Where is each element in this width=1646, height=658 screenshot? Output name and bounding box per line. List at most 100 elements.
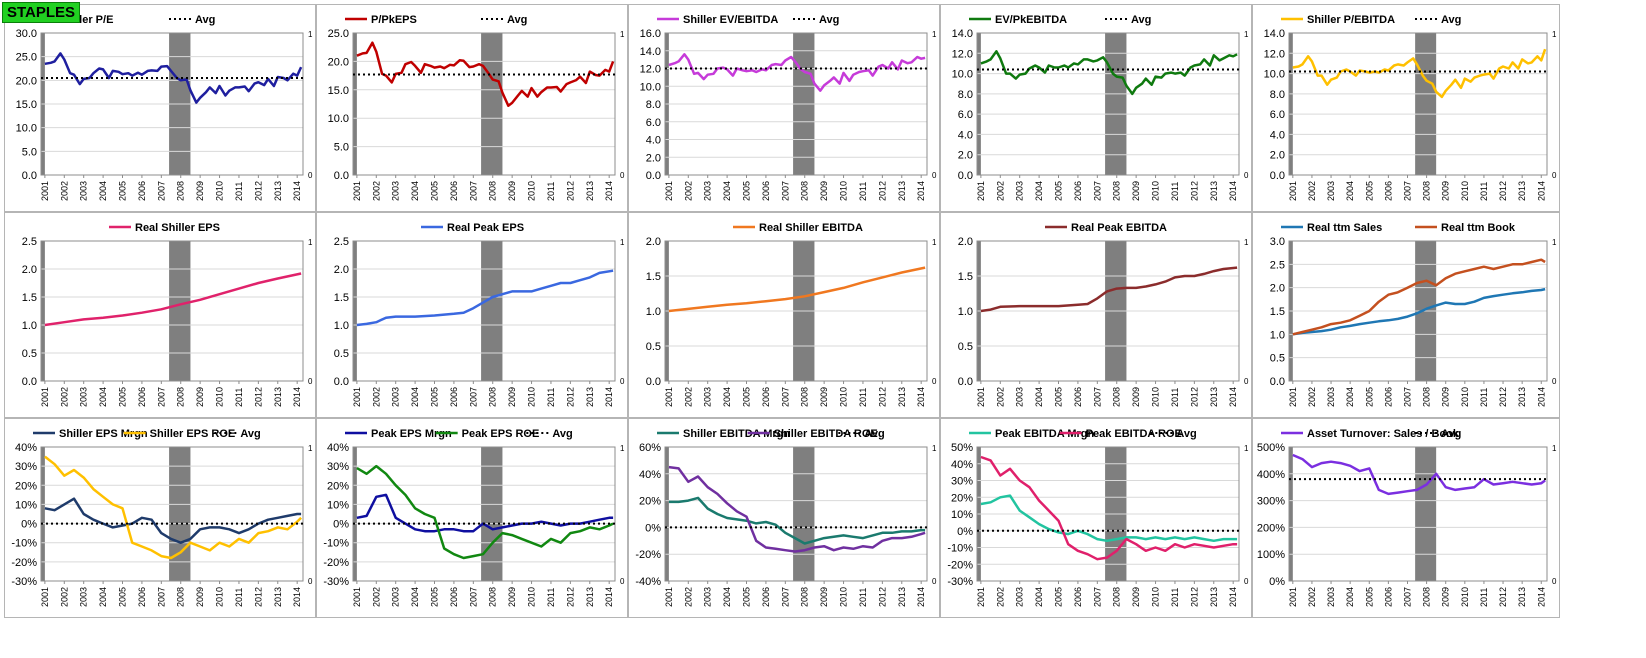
x-tick-label: 2002 — [59, 387, 69, 407]
x-tick-label: 2011 — [1170, 182, 1180, 201]
y-tick-label: -20% — [947, 559, 973, 571]
x-tick-label: 2004 — [722, 181, 732, 201]
x-tick-label: 2005 — [118, 387, 128, 407]
x-tick-label: 2005 — [1364, 587, 1374, 607]
y-tick-label: 5.0 — [22, 146, 37, 158]
y-tick-label: -30% — [11, 576, 37, 588]
x-tick-label: 2001 — [664, 587, 674, 607]
y-tick-label: 0.5 — [334, 348, 349, 360]
legend-label: Avg — [1131, 14, 1151, 26]
y-tick-label: 0.0 — [646, 170, 661, 182]
y-tick-label: 20% — [951, 492, 973, 504]
y-tick-label: 10% — [327, 499, 349, 511]
chart-svg: -30% -20% -10% 0% 10% 20% 30% 40% 1 0 2001 2002 2003… — [323, 428, 625, 607]
legend-label: Avg — [507, 14, 527, 26]
y-tick-label: -40% — [635, 576, 661, 588]
y-tick-label: 30.0 — [16, 28, 37, 40]
x-tick-label: 2001 — [976, 587, 986, 607]
x-tick-label: 2002 — [1307, 387, 1317, 407]
y-tick-label: 40% — [15, 442, 37, 454]
x-tick-label: 2001 — [40, 387, 50, 407]
x-tick-label: 2002 — [371, 587, 381, 607]
y-tick-label: 0.0 — [958, 376, 973, 388]
y-tick-label: 12.0 — [952, 48, 973, 60]
x-tick-label: 2013 — [1209, 387, 1219, 407]
legend-label: Shiller EBITDA ROE — [774, 428, 878, 440]
recession-band — [1415, 447, 1437, 581]
x-tick-label: 2011 — [858, 388, 868, 407]
legend-label: Real Peak EBITDA — [1071, 222, 1167, 234]
x-tick-label: 2011 — [546, 388, 556, 407]
y-tick-label: 0% — [333, 519, 349, 531]
x-tick-label: 2012 — [1189, 387, 1199, 407]
x-tick-label: 2011 — [1479, 588, 1489, 607]
x-tick-label: 2005 — [742, 387, 752, 407]
x-tick-label: 2009 — [195, 181, 205, 201]
chart-svg: 0.0 0.5 1.0 1.5 2.0 1 0 2001 2002 2003 2004 2005 200… — [646, 222, 937, 407]
y-tick-label: 4.0 — [1270, 129, 1285, 141]
legend-label: Peak EBITDA ROE — [1086, 428, 1182, 440]
x-tick-label: 2008 — [488, 181, 498, 201]
y-tick-label: 1.5 — [22, 292, 37, 304]
y2-tick-label: 0 — [932, 577, 937, 586]
x-tick-label: 2014 — [916, 181, 926, 201]
shiller-ev-ebitda-line — [668, 53, 926, 92]
chart-svg: 0.0 2.0 4.0 6.0 8.0 10.0 12.0 14.0 1 0 2001 2002 200… — [1264, 14, 1557, 201]
x-tick-label: 2011 — [546, 588, 556, 607]
x-tick-label: 2008 — [488, 587, 498, 607]
y-tick-label: -10% — [323, 538, 349, 550]
x-tick-label: 2002 — [59, 587, 69, 607]
chart-svg: 0.0 0.5 1.0 1.5 2.0 1 0 2001 2002 2003 2004 2005 200… — [958, 222, 1249, 407]
x-tick-label: 2007 — [780, 387, 790, 407]
x-tick-label: 2012 — [1498, 387, 1508, 407]
x-tick-label: 2007 — [156, 387, 166, 407]
legend-label: Shiller EBITDA Mrgn — [683, 428, 790, 440]
chart-svg: 0.0 5.0 10.0 15.0 20.0 25.0 30.0 1 0 2001 2002 2003… — [16, 14, 313, 201]
chart-panel: 0.0 0.5 1.0 1.5 2.0 1 0 2001 2002 2003 2004 2005 200… — [940, 212, 1252, 418]
x-tick-label: 2001 — [664, 181, 674, 201]
y-tick-label: -30% — [323, 576, 349, 588]
y-tick-label: -10% — [947, 543, 973, 555]
chart-panel: 0.0 0.5 1.0 1.5 2.0 2.5 3.0 1 0 2001 2002 2003 2004 2… — [1252, 212, 1560, 418]
x-tick-label: 2012 — [877, 387, 887, 407]
y2-tick-label: 0 — [1244, 577, 1249, 586]
recession-band — [481, 33, 503, 175]
x-tick-label: 2005 — [1054, 587, 1064, 607]
x-tick-label: 2010 — [1460, 387, 1470, 407]
x-tick-label: 2001 — [976, 181, 986, 201]
y-tick-label: 25.0 — [16, 52, 37, 64]
peak-eps-mrgn-line — [356, 493, 614, 533]
x-tick-label: 2001 — [352, 181, 362, 201]
x-tick-label: 2004 — [410, 587, 420, 607]
x-tick-label: 2002 — [683, 587, 693, 607]
y-tick-label: 0.5 — [958, 341, 973, 353]
x-tick-label: 2003 — [1326, 181, 1336, 201]
x-tick-label: 2003 — [1015, 387, 1025, 407]
x-tick-label: 2012 — [253, 587, 263, 607]
y2-tick-label: 1 — [1552, 30, 1557, 39]
x-tick-label: 2005 — [742, 587, 752, 607]
x-tick-label: 2010 — [215, 387, 225, 407]
x-tick-label: 2002 — [995, 587, 1005, 607]
plot-area — [1288, 240, 1548, 382]
real-shiller-eps-line — [44, 272, 302, 327]
legend-label: Real Shiller EPS — [135, 222, 220, 234]
y-tick-label: 0.5 — [646, 341, 661, 353]
chart-svg: -40% -20% 0% 20% 40% 60% 1 0 2001 2002 2003 2004 200… — [635, 428, 937, 607]
x-tick-label: 2011 — [234, 588, 244, 607]
plot-area — [976, 32, 1240, 176]
x-tick-label: 2011 — [858, 182, 868, 201]
chart-panel: -40% -20% 0% 20% 40% 60% 1 0 2001 2002 2003 2004 200… — [628, 418, 940, 618]
x-tick-label: 2003 — [1326, 387, 1336, 407]
y-tick-label: 1.0 — [334, 320, 349, 332]
chart-panel: 0.0 0.5 1.0 1.5 2.0 1 0 2001 2002 2003 2004 2005 200… — [628, 212, 940, 418]
y2-tick-label: 1 — [932, 30, 937, 39]
y-tick-label: 10.0 — [952, 69, 973, 81]
y-tick-label: 0.0 — [646, 376, 661, 388]
x-tick-label: 2012 — [1189, 181, 1199, 201]
y-tick-label: 50% — [951, 442, 973, 454]
real-ttm-book-line — [1292, 258, 1546, 336]
legend-label: Real Peak EPS — [447, 222, 524, 234]
recession-band — [1105, 33, 1127, 175]
y-tick-label: 2.0 — [646, 236, 661, 248]
